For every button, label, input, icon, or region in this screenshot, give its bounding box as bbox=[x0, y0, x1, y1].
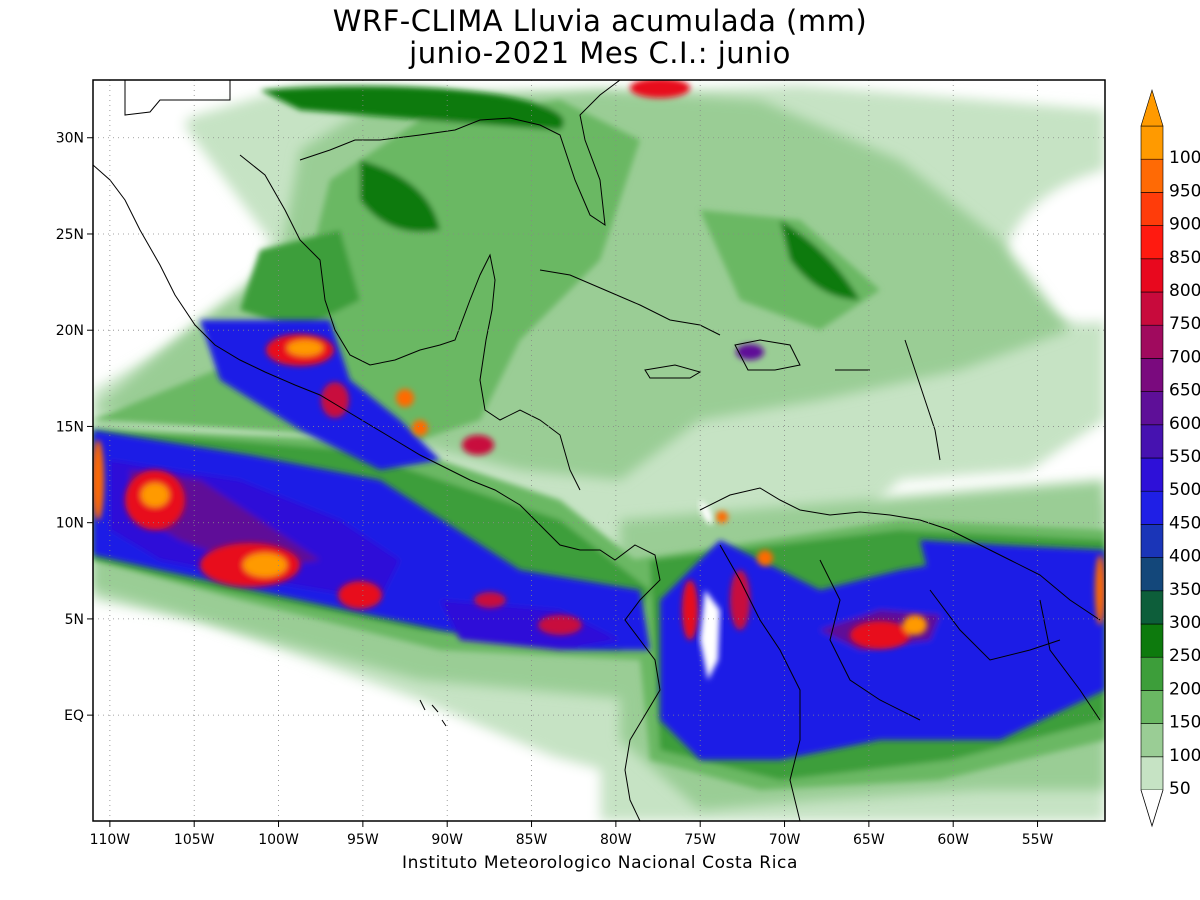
lat-tick-label: 20N bbox=[56, 323, 84, 339]
colorbar-label: 200 bbox=[1169, 679, 1200, 699]
colorbar-segment bbox=[1140, 524, 1164, 558]
colorbar-label: 150 bbox=[1169, 713, 1200, 733]
lon-tick-label: 75W bbox=[684, 832, 716, 848]
lon-tick-label: 70W bbox=[769, 832, 801, 848]
lon-tick-label: 80W bbox=[600, 832, 632, 848]
lon-tick-label: 60W bbox=[937, 832, 969, 848]
colorbar-max-arrow bbox=[1140, 88, 1164, 127]
lon-tick-label: 55W bbox=[1022, 832, 1054, 848]
lon-tick-label: 100W bbox=[258, 832, 299, 848]
colorbar-segment bbox=[1140, 324, 1164, 359]
colorbar-segment bbox=[1140, 690, 1164, 724]
colorbar-label: 50 bbox=[1169, 779, 1191, 799]
colorbar-label: 800 bbox=[1169, 281, 1200, 301]
colorbar-label: 300 bbox=[1169, 613, 1200, 633]
lon-tick-label: 95W bbox=[347, 832, 379, 848]
lon-tick-label: 110W bbox=[90, 832, 131, 848]
colorbar-label: 250 bbox=[1169, 646, 1200, 666]
colorbar-segment bbox=[1140, 225, 1164, 260]
colorbar-label: 1000 bbox=[1169, 148, 1200, 168]
map-title: WRF-CLIMA Lluvia acumulada (mm) bbox=[332, 4, 868, 38]
colorbar-label: 850 bbox=[1169, 248, 1200, 268]
colorbar-min-arrow bbox=[1140, 789, 1164, 828]
lon-tick-label: 85W bbox=[516, 832, 548, 848]
colorbar-segment bbox=[1140, 158, 1164, 193]
colorbar-label: 400 bbox=[1169, 547, 1200, 567]
rainfall-field bbox=[93, 80, 1105, 821]
colorbar-segment bbox=[1140, 557, 1164, 592]
rain-band-heavy bbox=[93, 320, 1105, 760]
lon-tick-label: 105W bbox=[174, 832, 215, 848]
colorbar-label: 900 bbox=[1169, 215, 1200, 235]
colorbar-segment bbox=[1140, 756, 1164, 791]
colorbar-segment bbox=[1140, 192, 1164, 226]
lat-tick-label: EQ bbox=[64, 708, 84, 724]
lat-lon-grid bbox=[93, 80, 1105, 821]
colorbar-label: 600 bbox=[1169, 414, 1200, 434]
lon-tick-label: 65W bbox=[853, 832, 885, 848]
colorbar-label: 650 bbox=[1169, 381, 1200, 401]
colorbar-label: 350 bbox=[1169, 580, 1200, 600]
colorbar-label: 750 bbox=[1169, 314, 1200, 334]
map-axes: 110W 105W 100W 95W 90W 85W 80W 75W 70W 65W 60W 55W 3… bbox=[56, 131, 1054, 848]
map-subtitle: junio-2021 Mes C.I.: junio bbox=[409, 36, 791, 70]
colorbar-segment bbox=[1140, 258, 1164, 293]
colorbar-segment bbox=[1140, 656, 1164, 691]
dry-slot bbox=[700, 500, 720, 680]
colorbar-segment bbox=[1140, 291, 1164, 326]
lat-tick-label: 10N bbox=[56, 516, 84, 532]
lon-tick-label: 90W bbox=[431, 832, 463, 848]
colorbar-label: 950 bbox=[1169, 181, 1200, 201]
colorbar-label: 550 bbox=[1169, 447, 1200, 467]
colorbar-segment bbox=[1140, 424, 1164, 459]
colorbar-segment bbox=[1140, 391, 1164, 426]
colorbar-segment bbox=[1140, 490, 1164, 525]
colorbar-segment bbox=[1140, 358, 1164, 392]
colorbar-segment bbox=[1140, 125, 1164, 160]
lat-tick-label: 25N bbox=[56, 227, 84, 243]
colorbar-label: 450 bbox=[1169, 513, 1200, 533]
colorbar-label: 100 bbox=[1169, 746, 1200, 766]
lat-tick-label: 5N bbox=[65, 612, 84, 628]
lat-tick-label: 30N bbox=[56, 131, 84, 147]
colorbar-segment bbox=[1140, 457, 1164, 492]
lat-tick-label: 15N bbox=[56, 419, 84, 435]
colorbar-segment bbox=[1140, 590, 1164, 625]
colorbar-segment bbox=[1140, 723, 1164, 758]
colorbar: 50 100 150 200 250 300 350 400 450 500 550 600 650 70… bbox=[1140, 88, 1200, 828]
rain-maxima bbox=[93, 80, 1105, 649]
colorbar-segment bbox=[1140, 623, 1164, 658]
credit-text: Instituto Meteorologico Nacional Costa R… bbox=[401, 853, 799, 873]
map-frame bbox=[92, 79, 1106, 822]
colorbar-label: 500 bbox=[1169, 480, 1200, 500]
colorbar-label: 700 bbox=[1169, 347, 1200, 367]
coastlines bbox=[93, 80, 1101, 821]
